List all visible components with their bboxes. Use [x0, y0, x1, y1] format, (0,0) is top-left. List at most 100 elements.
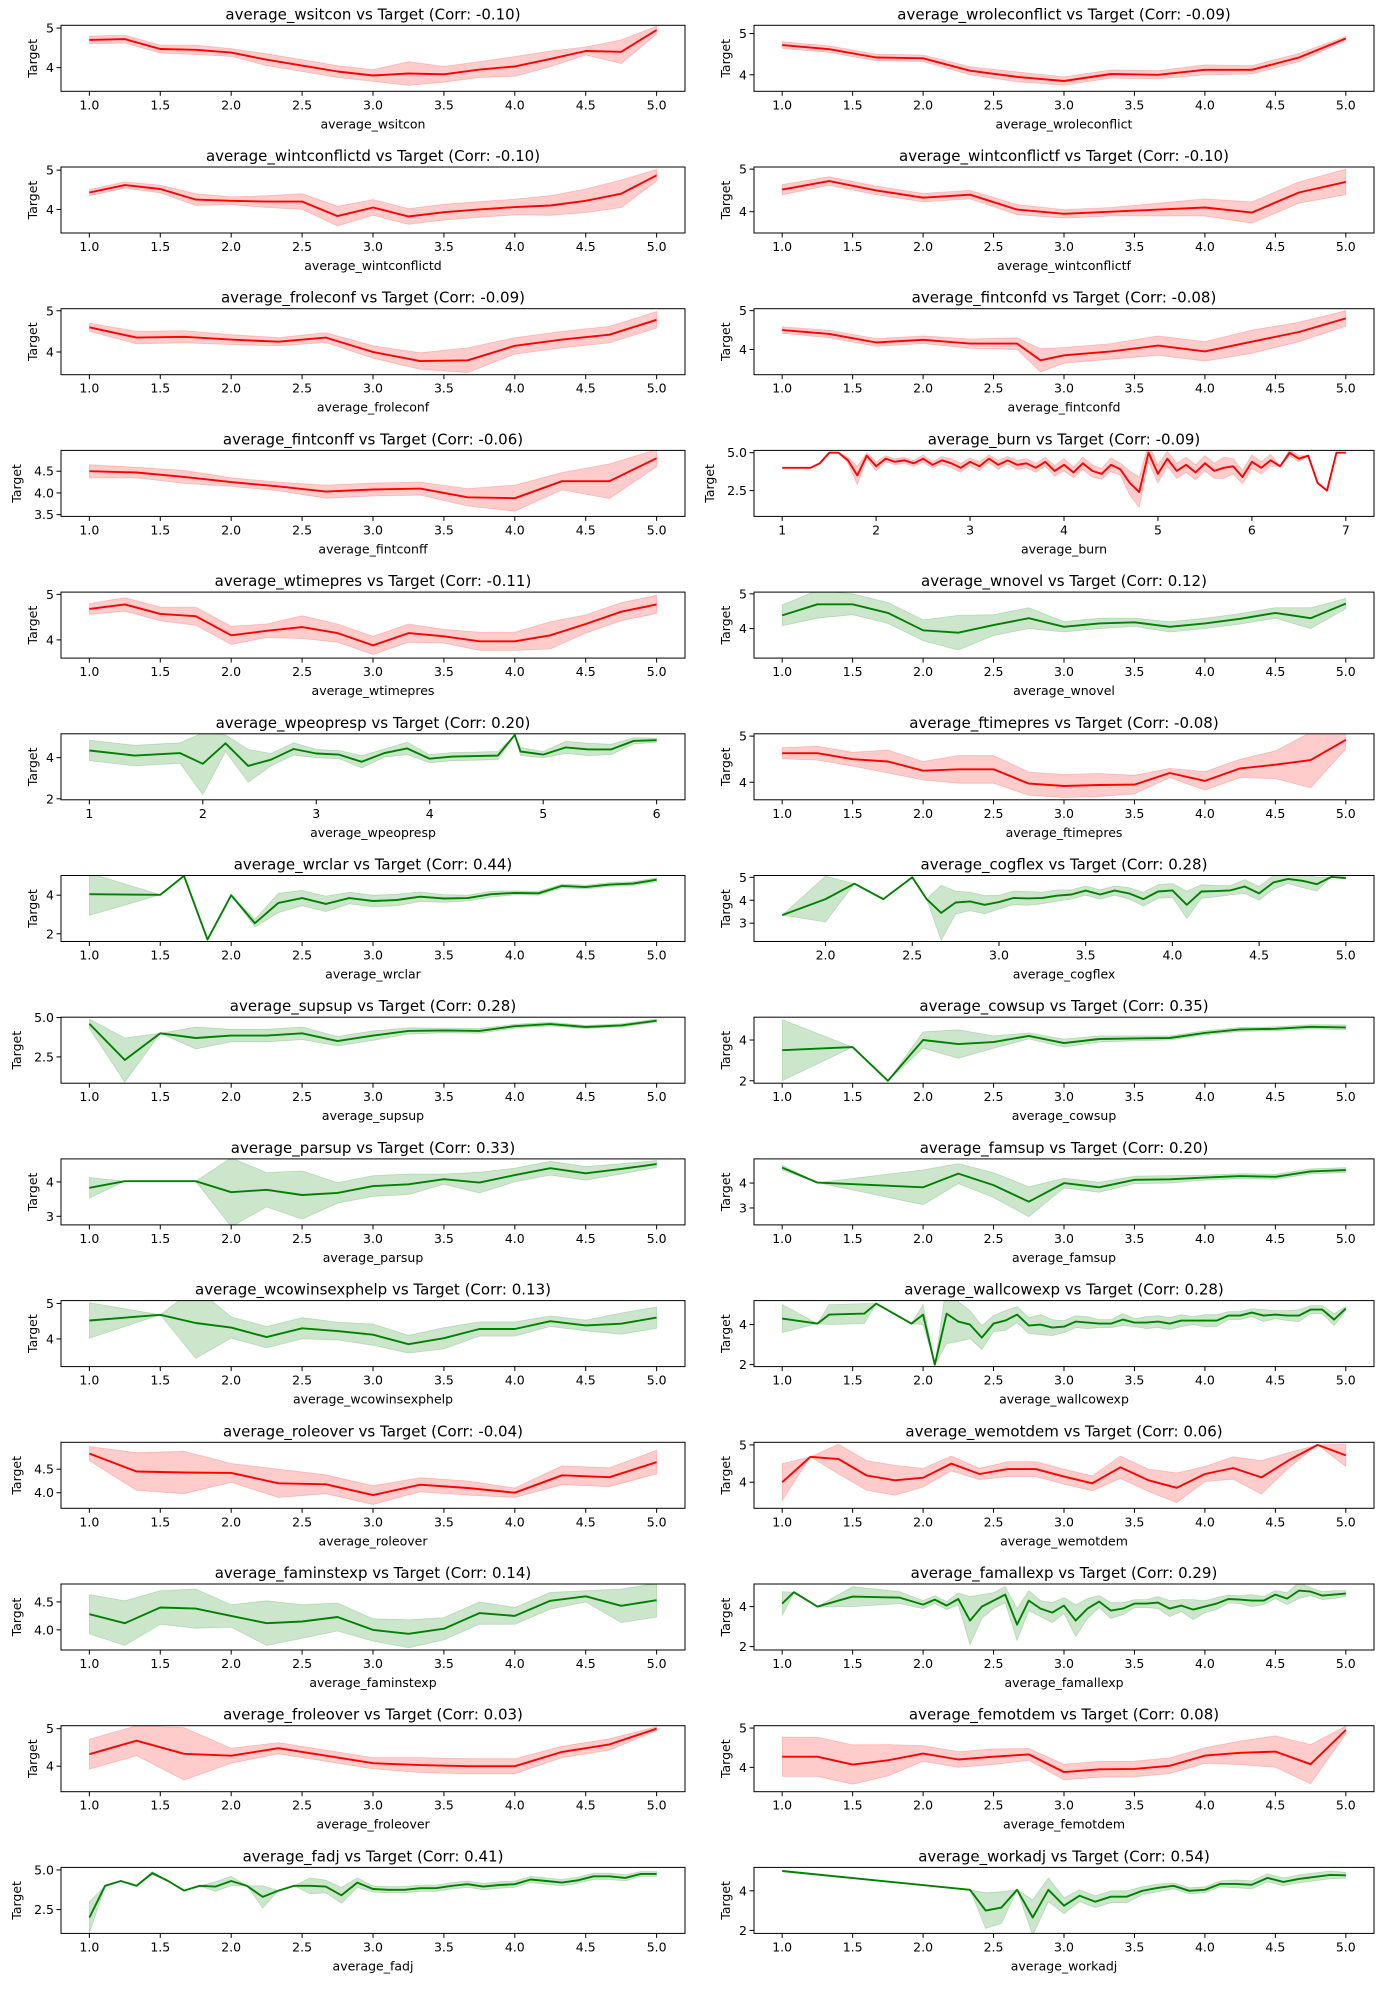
series-line — [89, 1313, 657, 1346]
y-tick-label: 5 — [739, 303, 747, 318]
y-tick-label: 5 — [739, 1721, 747, 1736]
x-tick-label: 2.5 — [984, 1089, 1004, 1104]
axes-frame — [753, 875, 1375, 942]
x-tick-label: 4.0 — [505, 1798, 525, 1813]
x-tick-label: 3.5 — [1125, 97, 1145, 112]
chart-title: average_cowsup vs Target (Corr: 0.35) — [919, 997, 1208, 1016]
x-axis-label: average_parsup — [323, 1250, 424, 1265]
x-tick-label: 2.5 — [984, 1514, 1004, 1529]
x-tick-label: 4.0 — [1195, 239, 1215, 254]
x-tick-label: 3.0 — [1054, 97, 1074, 112]
confidence-band — [89, 594, 657, 655]
subplot-average-burn: 1 2 3 4 5 6 7 2.5 5.0 average_burn vs Target (Cor… — [702, 430, 1375, 556]
x-tick-label: 2.5 — [292, 1939, 312, 1954]
x-tick-label: 3.0 — [1054, 1656, 1074, 1671]
confidence-band — [89, 311, 657, 374]
series-line — [781, 1443, 1347, 1489]
chart-title: average_workadj vs Target (Corr: 0.54) — [918, 1847, 1210, 1866]
y-tick-label: 4 — [739, 1883, 747, 1898]
confidence-band — [781, 1443, 1347, 1504]
x-tick-label: 1 — [85, 806, 93, 821]
y-tick-label: 4 — [739, 342, 747, 357]
x-tick-label: 4.5 — [1265, 1939, 1285, 1954]
x-tick-label: 3.0 — [363, 664, 383, 679]
x-tick-label: 5.0 — [1336, 1939, 1356, 1954]
y-tick-label: 4.5 — [34, 1462, 54, 1477]
x-tick-label: 2.5 — [292, 664, 312, 679]
confidence-band — [89, 733, 657, 796]
x-tick-label: 4.0 — [1195, 1939, 1215, 1954]
x-tick-label: 3 — [966, 522, 974, 537]
y-tick-label: 3.5 — [34, 507, 54, 522]
y-tick-label: 5 — [739, 586, 747, 601]
y-tick-label: 5 — [46, 163, 54, 178]
chart-title: average_wroleconflict vs Target (Corr: -… — [897, 5, 1230, 24]
chart-title: average_wsitcon vs Target (Corr: -0.10) — [225, 5, 520, 24]
series-line — [89, 875, 657, 941]
x-tick-label: 1.0 — [79, 1798, 99, 1813]
y-tick-label: 5 — [46, 587, 54, 602]
chart-title: average_wintconflictf vs Target (Corr: -… — [899, 147, 1229, 166]
x-tick-label: 3.5 — [434, 381, 454, 396]
y-tick-label: 5 — [739, 162, 747, 177]
x-tick-label: 4 — [426, 806, 434, 821]
subplot-average-cowsup: 1.0 1.5 2.0 2.5 3.0 3.5 4.0 4.5 5.0 2 4 average_cow… — [718, 997, 1375, 1123]
y-axis-label: Target — [9, 1456, 24, 1496]
x-tick-label: 4.5 — [576, 97, 596, 112]
y-tick-label: 5 — [46, 21, 54, 36]
x-tick-label: 3.5 — [434, 1798, 454, 1813]
y-axis-label: Target — [718, 1172, 733, 1212]
confidence-band — [782, 1870, 1347, 1934]
x-tick-label: 1.0 — [79, 1231, 99, 1246]
subplot-average-wcowinsexphelp: 1.0 1.5 2.0 2.5 3.0 3.5 4.0 4.5 5.0 4 5 average_wco… — [25, 1281, 686, 1407]
x-tick-label: 2.5 — [292, 1089, 312, 1104]
x-tick-label: 5.0 — [1336, 1798, 1356, 1813]
x-tick-label: 4.0 — [1195, 1089, 1215, 1104]
x-tick-label: 2.0 — [221, 381, 241, 396]
x-tick-label: 4.5 — [1265, 1231, 1285, 1246]
y-tick-label: 4 — [739, 67, 747, 82]
x-tick-label: 3.5 — [434, 948, 454, 963]
x-tick-label: 2.0 — [221, 1798, 241, 1813]
x-tick-label: 5.0 — [647, 664, 667, 679]
x-tick-label: 1.0 — [772, 1231, 792, 1246]
x-axis-label: average_wintconflictf — [997, 258, 1132, 273]
x-tick-label: 4.5 — [1265, 664, 1285, 679]
subplot-average-wintconflictf: 1.0 1.5 2.0 2.5 3.0 3.5 4.0 4.5 5.0 4 5 average_win… — [718, 147, 1375, 273]
x-axis-label: average_froleconf — [317, 400, 430, 415]
confidence-band — [89, 1584, 657, 1649]
confidence-band — [781, 875, 1347, 942]
x-tick-label: 2.5 — [984, 1656, 1004, 1671]
x-tick-label: 1.0 — [772, 97, 792, 112]
chart-title: average_cogflex vs Target (Corr: 0.28) — [921, 856, 1208, 875]
x-tick-label: 4.0 — [1195, 664, 1215, 679]
y-tick-label: 5.0 — [727, 445, 747, 460]
subplot-average-workadj: 1.0 1.5 2.0 2.5 3.0 3.5 4.0 4.5 5.0 2 4 average_wor… — [718, 1847, 1375, 1973]
series-line — [88, 1872, 657, 1918]
x-tick-label: 4.0 — [505, 1939, 525, 1954]
y-axis-label: Target — [718, 1456, 733, 1496]
x-tick-label: 4.5 — [576, 1231, 596, 1246]
y-tick-label: 4.5 — [34, 1594, 54, 1609]
x-tick-label: 1.5 — [150, 522, 170, 537]
x-tick-label: 6 — [1248, 522, 1256, 537]
x-tick-label: 1.5 — [150, 1231, 170, 1246]
y-axis-label: Target — [718, 1739, 733, 1779]
subplot-average-fintconff: 1.0 1.5 2.0 2.5 3.0 3.5 4.0 4.5 5.0 3.5 4.0 4.5 aver… — [9, 430, 686, 556]
series-line — [782, 180, 1347, 215]
x-tick-label: 3.0 — [363, 1656, 383, 1671]
x-tick-label: 5.0 — [647, 948, 667, 963]
x-tick-label: 2.0 — [221, 664, 241, 679]
x-tick-label: 1.5 — [843, 1089, 863, 1104]
x-tick-label: 1.0 — [772, 806, 792, 821]
x-tick-label: 5.0 — [647, 381, 667, 396]
x-tick-label: 4.0 — [1195, 1798, 1215, 1813]
chart-title: average_wcowinsexphelp vs Target (Corr: … — [195, 1281, 551, 1300]
x-tick-label: 3.5 — [1125, 1089, 1145, 1104]
subplot-average-wallcowexp: 1.0 1.5 2.0 2.5 3.0 3.5 4.0 4.5 5.0 2 4 average_wal… — [718, 1281, 1375, 1407]
y-tick-label: 4 — [46, 750, 54, 765]
x-tick-label: 4.0 — [1195, 1373, 1215, 1388]
series-line — [782, 1302, 1347, 1366]
x-axis-label: average_wroleconflict — [996, 116, 1133, 131]
x-tick-label: 4.5 — [576, 664, 596, 679]
